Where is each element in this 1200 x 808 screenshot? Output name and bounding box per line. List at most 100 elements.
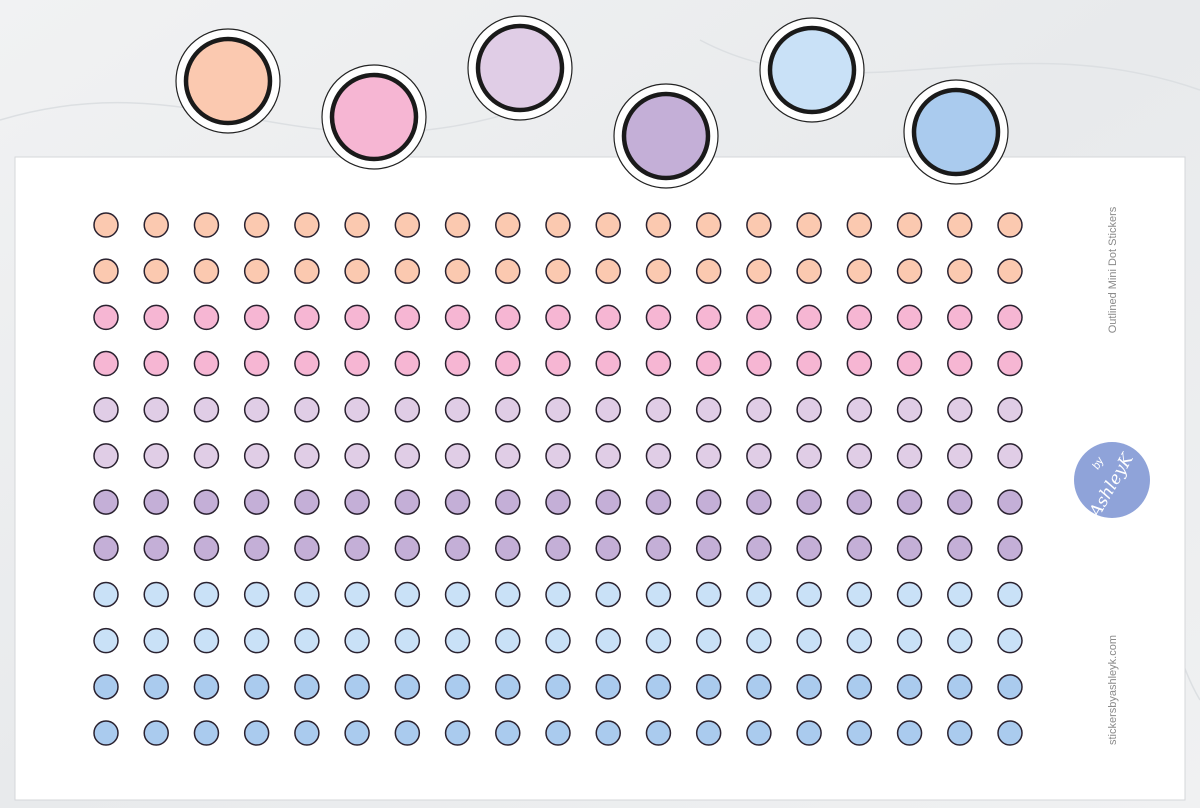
dot-sticker — [495, 350, 521, 377]
dot-sticker — [796, 674, 822, 700]
dot-sticker — [545, 535, 571, 562]
sample-sticker — [621, 91, 711, 181]
dot-sticker — [997, 304, 1023, 331]
dot-sticker — [495, 489, 521, 515]
dot-sticker — [394, 627, 421, 654]
dot-sticker — [444, 304, 471, 331]
dot-sticker — [495, 443, 521, 469]
dot-sticker — [243, 350, 270, 377]
dot-sticker — [444, 212, 471, 238]
dot-sticker — [344, 627, 370, 654]
dot-sticker — [645, 627, 672, 654]
dot-sticker — [545, 350, 571, 377]
dot-sticker — [796, 581, 822, 608]
dot-sticker — [796, 350, 822, 377]
dot-sticker — [796, 489, 822, 515]
dot-sticker — [93, 720, 119, 746]
dot-sticker — [695, 396, 722, 423]
dot-sticker — [243, 396, 270, 423]
sample-sticker — [183, 36, 273, 126]
dot-sticker — [695, 443, 722, 469]
dot-sticker — [344, 535, 370, 562]
dot-sticker — [595, 535, 621, 562]
dot-sticker — [997, 443, 1023, 469]
dot-sticker — [896, 443, 923, 469]
dot-sticker — [394, 304, 421, 331]
dot-sticker — [143, 535, 169, 562]
dot-sticker — [444, 720, 471, 746]
dot-sticker — [344, 581, 370, 608]
dot-sticker — [193, 212, 220, 238]
dot-sticker — [193, 720, 220, 746]
dot-sticker — [695, 258, 722, 284]
dot-sticker — [997, 396, 1023, 423]
dot-sticker — [243, 627, 270, 654]
dot-sticker — [846, 674, 873, 700]
dot-sticker — [394, 489, 421, 515]
dot-sticker — [896, 258, 923, 284]
dot-sticker — [243, 212, 270, 238]
website: stickersbyashleyk.com — [1107, 635, 1119, 745]
dot-sticker — [595, 396, 621, 423]
dot-sticker — [645, 443, 672, 469]
dot-sticker — [143, 489, 169, 515]
dot-sticker — [695, 535, 722, 562]
dot-sticker — [193, 489, 220, 515]
dot-sticker — [143, 627, 169, 654]
dot-sticker — [294, 350, 320, 377]
dot-sticker — [645, 258, 672, 284]
dot-sticker — [193, 304, 220, 331]
dot-sticker — [896, 212, 923, 238]
dot-sticker — [997, 258, 1023, 284]
dot-sticker — [243, 674, 270, 700]
dot-sticker — [294, 489, 320, 515]
dot-sticker — [193, 627, 220, 654]
dot-sticker — [93, 350, 119, 377]
dot-sticker — [896, 674, 923, 700]
dot-sticker — [545, 396, 571, 423]
dot-sticker — [846, 350, 873, 377]
dot-sticker — [495, 535, 521, 562]
dot-sticker — [545, 304, 571, 331]
dot-sticker — [746, 443, 772, 469]
dot-sticker — [444, 443, 471, 469]
dot-sticker — [243, 443, 270, 469]
dot-sticker — [294, 396, 320, 423]
dot-sticker — [294, 304, 320, 331]
dot-sticker — [695, 627, 722, 654]
dot-sticker — [645, 350, 672, 377]
dot-sticker — [746, 212, 772, 238]
dot-sticker — [243, 581, 270, 608]
dot-sticker — [896, 720, 923, 746]
dot-sticker — [394, 258, 421, 284]
dot-sticker — [93, 627, 119, 654]
dot-sticker — [193, 443, 220, 469]
dot-sticker — [193, 535, 220, 562]
dot-sticker — [394, 535, 421, 562]
dot-sticker — [545, 720, 571, 746]
dot-sticker — [896, 350, 923, 377]
dot-sticker — [595, 350, 621, 377]
dot-sticker — [495, 396, 521, 423]
dot-sticker — [193, 396, 220, 423]
dot-sticker — [93, 443, 119, 469]
dot-sticker — [143, 581, 169, 608]
sample-sticker — [329, 72, 419, 162]
dot-sticker — [746, 350, 772, 377]
dot-sticker — [595, 581, 621, 608]
dot-sticker — [645, 304, 672, 331]
dot-sticker — [93, 304, 119, 331]
dot-sticker — [846, 396, 873, 423]
dot-sticker — [193, 581, 220, 608]
dot-sticker — [746, 396, 772, 423]
dot-sticker — [143, 258, 169, 284]
sticker-sheet — [14, 156, 1186, 801]
dot-sticker — [997, 212, 1023, 238]
dot-sticker — [846, 720, 873, 746]
dot-sticker — [896, 581, 923, 608]
dot-sticker — [595, 720, 621, 746]
dot-sticker — [896, 535, 923, 562]
dot-sticker — [846, 304, 873, 331]
dot-sticker — [595, 258, 621, 284]
